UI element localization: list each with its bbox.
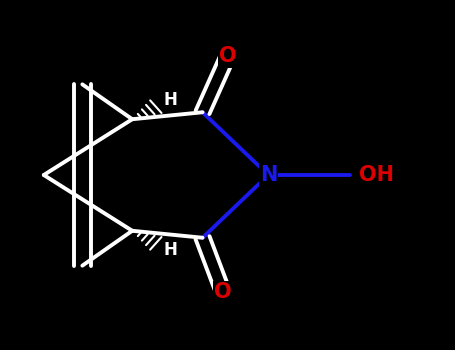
Text: H: H [164, 241, 178, 259]
Text: N: N [260, 165, 277, 185]
Text: O: O [214, 282, 232, 302]
Text: OH: OH [359, 165, 394, 185]
Text: H: H [164, 91, 178, 109]
Text: O: O [219, 47, 236, 66]
